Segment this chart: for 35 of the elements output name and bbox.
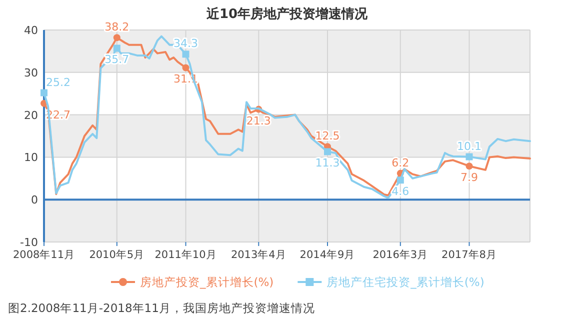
x-tick-label: 2013年4月 <box>230 249 286 261</box>
y-tick-label: 10 <box>24 151 38 164</box>
legend-label: 房地产投资_累计增长(%) <box>140 275 274 289</box>
data-label: 21.3 <box>246 114 271 128</box>
point <box>113 34 120 42</box>
point <box>40 89 48 96</box>
x-tick-label: 2016年3月 <box>372 249 428 261</box>
data-label: 7.9 <box>460 171 478 184</box>
y-tick-label: 0 <box>31 194 38 207</box>
point <box>324 148 331 156</box>
data-label: 12.5 <box>315 130 340 143</box>
chart-title: 近10年房地产投资增速情况 <box>205 6 369 22</box>
data-label: 10.1 <box>457 140 482 153</box>
data-label: 11.3 <box>315 156 340 170</box>
point <box>396 176 404 184</box>
x-tick-label: 2011年10月 <box>154 249 217 261</box>
x-tick-label: 2017年8月 <box>442 249 497 261</box>
point <box>466 162 473 170</box>
data-label: 34.3 <box>174 37 198 50</box>
legend-label: 房地产住宅投资_累计增长(%) <box>326 275 484 289</box>
point <box>466 153 473 160</box>
y-tick-label: 20 <box>24 108 38 122</box>
point <box>182 64 190 72</box>
point <box>113 44 120 52</box>
point <box>182 50 190 58</box>
data-label: 38.2 <box>104 20 130 34</box>
y-tick-label: -10 <box>20 236 38 249</box>
x-tick-label: 2010年5月 <box>89 249 145 261</box>
x-tick-label: 2008年11月 <box>12 249 76 261</box>
caption: 图2.2008年11月-2018年11月，我国房地产投资增速情况 <box>8 301 315 315</box>
y-tick-label: 40 <box>24 24 38 37</box>
data-label: 25.2 <box>46 76 70 89</box>
y-tick-label: 30 <box>24 66 38 80</box>
data-label: 6.2 <box>392 156 410 170</box>
x-tick-label: 2014年9月 <box>300 249 356 261</box>
